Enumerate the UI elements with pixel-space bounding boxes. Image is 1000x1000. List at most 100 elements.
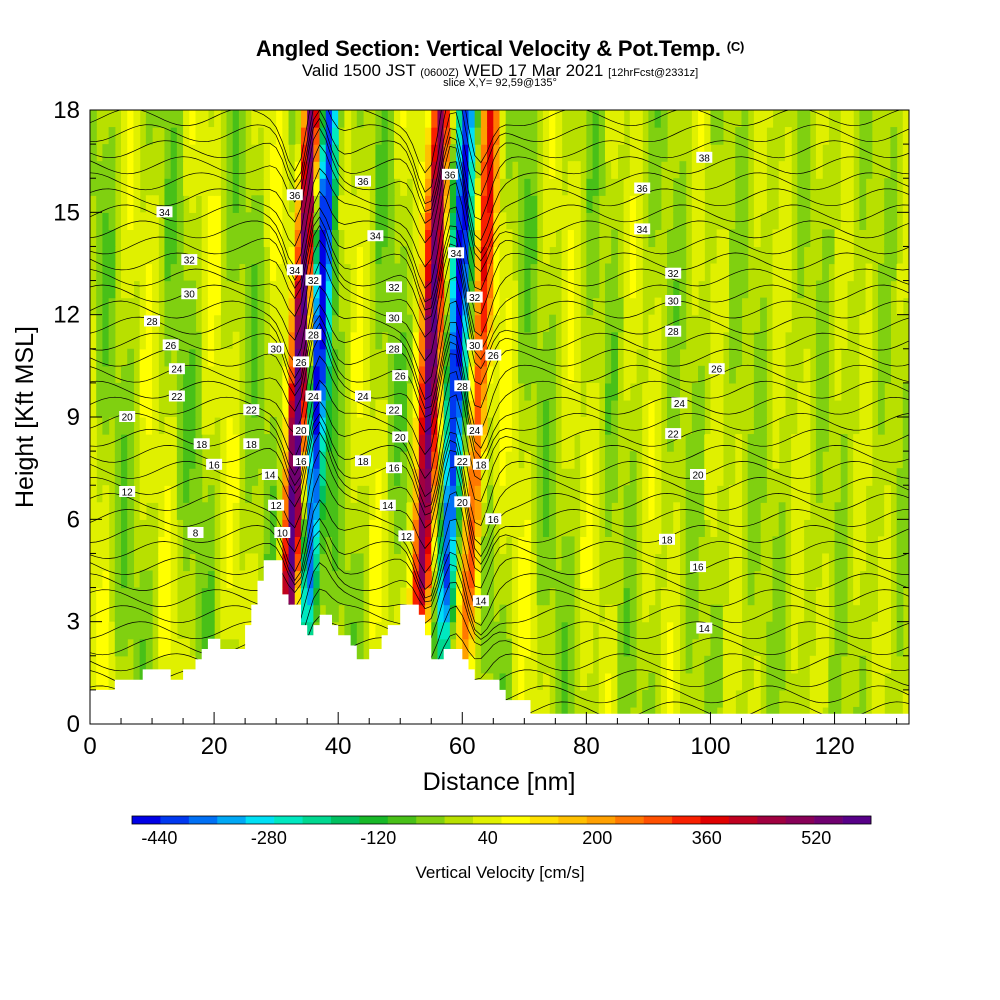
velocity-cell	[257, 314, 265, 333]
velocity-cell	[226, 417, 234, 435]
velocity-cell	[412, 485, 420, 503]
velocity-cell	[152, 331, 159, 350]
isentrope-label-bg	[293, 424, 309, 436]
velocity-cell	[797, 604, 805, 623]
isentrope-label: 30	[268, 342, 285, 355]
velocity-cell	[121, 382, 128, 401]
colorbar-tick-label: 520	[801, 828, 831, 848]
velocity-cell	[363, 314, 370, 333]
velocity-cell	[480, 570, 488, 589]
isentrope-label-bg	[162, 339, 179, 351]
velocity-cell	[425, 348, 432, 367]
velocity-cell	[282, 451, 290, 469]
velocity-cell	[604, 331, 612, 350]
velocity-cell	[276, 246, 283, 265]
velocity-cell	[735, 280, 743, 299]
velocity-cell	[108, 229, 116, 248]
velocity-cell	[791, 655, 798, 674]
velocity-cell	[797, 417, 805, 435]
velocity-cell	[530, 331, 538, 350]
velocity-cell	[170, 621, 178, 640]
velocity-cell	[549, 553, 556, 572]
velocity-cell	[877, 417, 885, 435]
velocity-cell	[530, 212, 538, 230]
velocity-cell	[660, 587, 668, 606]
velocity-cell	[189, 382, 197, 401]
velocity-cell	[530, 178, 538, 196]
velocity-cell	[549, 331, 556, 350]
velocity-cell	[592, 502, 600, 520]
velocity-cell	[456, 587, 463, 606]
velocity-cell	[350, 434, 358, 452]
colorbar-swatch	[842, 816, 872, 824]
velocity-cell	[394, 314, 401, 333]
velocity-cell	[604, 382, 612, 401]
velocity-cell	[561, 212, 569, 230]
velocity-cell	[431, 417, 439, 435]
velocity-cell	[884, 553, 891, 572]
velocity-cell	[331, 604, 339, 623]
velocity-cell	[400, 399, 408, 418]
velocity-cell	[121, 161, 128, 179]
velocity-cell	[685, 502, 693, 520]
velocity-cell	[375, 468, 383, 486]
velocity-cell	[363, 417, 370, 435]
velocity-cell	[617, 638, 625, 657]
velocity-cell	[96, 280, 103, 299]
velocity-cell	[338, 485, 345, 503]
velocity-cell	[586, 229, 594, 248]
velocity-cell	[648, 689, 656, 708]
isentrope-line	[90, 161, 909, 268]
velocity-cell	[338, 553, 345, 572]
velocity-cell	[784, 246, 792, 265]
velocity-cell	[505, 331, 513, 350]
velocity-cell	[96, 399, 103, 418]
velocity-cell	[307, 195, 314, 213]
velocity-cell	[152, 297, 159, 316]
velocity-cell	[660, 689, 668, 708]
velocity-cell	[828, 655, 836, 674]
velocity-cell	[555, 689, 563, 708]
isentrope-label-bg	[659, 533, 675, 545]
velocity-cell	[636, 161, 643, 179]
velocity-cell	[381, 604, 389, 623]
velocity-cell	[778, 331, 786, 350]
velocity-cell	[282, 331, 290, 350]
velocity-cell	[232, 536, 240, 555]
velocity-cell	[90, 314, 97, 333]
velocity-cell	[214, 229, 221, 248]
velocity-cell	[114, 468, 122, 486]
velocity-cell	[735, 314, 743, 333]
velocity-cell	[474, 502, 482, 520]
velocity-cell	[623, 502, 631, 520]
velocity-cell	[698, 229, 705, 248]
velocity-cell	[487, 365, 494, 384]
velocity-cell	[282, 399, 290, 418]
velocity-cell	[220, 604, 228, 623]
velocity-cell	[865, 144, 873, 162]
velocity-cell	[586, 417, 594, 435]
velocity-cell	[437, 110, 445, 128]
velocity-cell	[127, 263, 135, 282]
velocity-cell	[183, 382, 190, 401]
velocity-cell	[586, 434, 594, 452]
velocity-cell	[207, 587, 215, 606]
velocity-cell	[114, 485, 122, 503]
velocity-cell	[846, 110, 854, 128]
velocity-cell	[325, 144, 333, 162]
velocity-cell	[325, 178, 333, 196]
velocity-cell	[567, 399, 575, 418]
velocity-cell	[555, 178, 563, 196]
velocity-cell	[183, 365, 190, 384]
velocity-cell	[456, 348, 463, 367]
velocity-cell	[226, 110, 234, 128]
velocity-cell	[425, 604, 432, 623]
velocity-cell	[189, 127, 197, 145]
isentrope-label-text: 30	[668, 297, 680, 308]
isentrope-label: 18	[355, 455, 371, 468]
velocity-cell	[269, 280, 277, 299]
velocity-cell	[865, 331, 873, 350]
velocity-cell	[170, 553, 178, 572]
velocity-cell	[890, 144, 898, 162]
velocity-cell	[518, 519, 525, 537]
